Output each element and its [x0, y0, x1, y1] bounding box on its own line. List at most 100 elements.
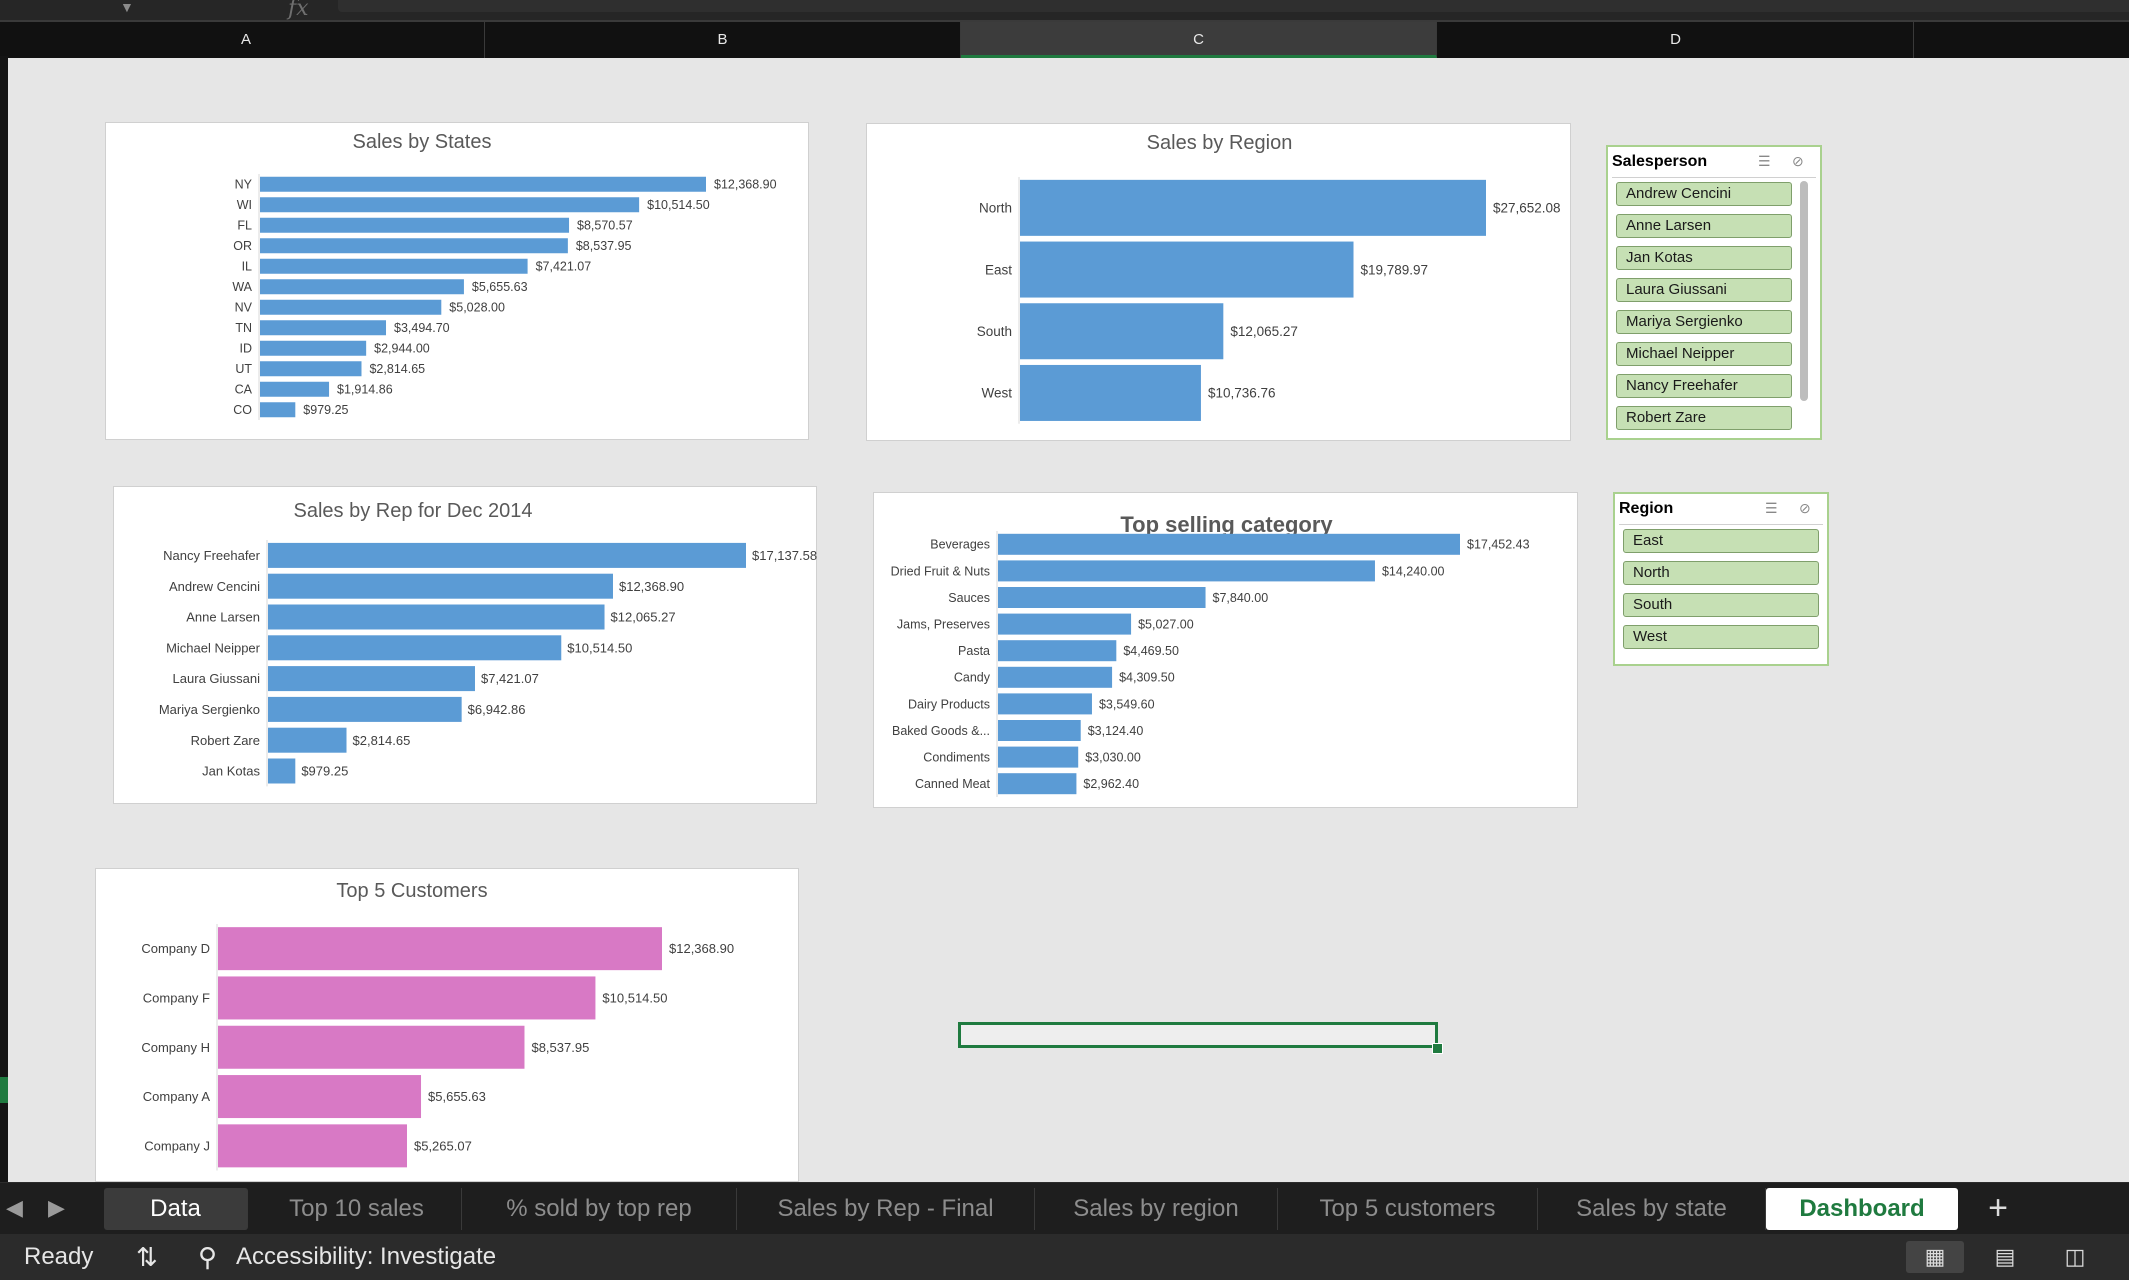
data-label: $3,494.70 [394, 321, 450, 335]
sheet-tab[interactable]: Sales by state [1538, 1188, 1766, 1230]
clear-filter-icon[interactable]: ⊘ [1799, 500, 1811, 516]
category-label: Company J [144, 1138, 210, 1153]
category-label: Laura Giussani [173, 671, 261, 686]
column-header-a[interactable]: A [8, 22, 485, 58]
sheet-tab[interactable]: Top 5 customers [1278, 1188, 1538, 1230]
data-label: $5,655.63 [472, 280, 528, 294]
data-label: $5,655.63 [428, 1089, 486, 1104]
chart-bar [260, 238, 568, 254]
data-label: $979.25 [303, 403, 348, 417]
chart-sales-by-rep[interactable]: Sales by Rep for Dec 2014 Nancy Freehafer… [113, 486, 817, 804]
chart-bar [260, 299, 442, 315]
category-label: Jan Kotas [202, 764, 260, 779]
slicer-item-region[interactable]: South [1623, 593, 1819, 617]
category-label: UT [235, 362, 252, 376]
category-label: Beverages [930, 538, 990, 552]
chart-top-5-customers-svg: Top 5 Customers Company D $12,368.90 Compan… [141, 880, 734, 1171]
data-label: $3,549.60 [1099, 697, 1155, 711]
data-label: $10,514.50 [647, 198, 710, 212]
column-header-b[interactable]: B [485, 22, 961, 58]
chart-top-selling-category[interactable]: Top selling category Beverages $17,452.43 D… [873, 492, 1578, 808]
formula-input[interactable] [338, 0, 2129, 12]
tab-scroll-right-icon[interactable]: ▶ [48, 1195, 65, 1220]
multi-select-icon[interactable]: ☰ [1765, 500, 1778, 516]
fx-icon[interactable]: fx [288, 0, 309, 21]
accessibility-icon[interactable]: ⚲ [198, 1242, 218, 1272]
category-label: NV [235, 301, 253, 315]
fill-handle[interactable] [1432, 1043, 1443, 1054]
chart-bar [260, 258, 528, 274]
chart-bar [260, 279, 464, 295]
category-label: CA [235, 383, 253, 397]
sheet-tab[interactable]: Top 10 sales [252, 1188, 462, 1230]
category-label: Dairy Products [908, 697, 990, 711]
multi-select-icon[interactable]: ☰ [1758, 153, 1771, 169]
chart-sales-by-region[interactable]: Sales by Region North $27,652.08 East $19,78… [866, 123, 1571, 441]
status-ready: Ready [24, 1243, 94, 1270]
data-label: $5,265.07 [414, 1138, 472, 1153]
formula-bar: ▼ fx [0, 0, 2129, 21]
slicer-item-region[interactable]: West [1623, 625, 1819, 649]
data-label: $19,789.97 [1361, 262, 1429, 277]
data-label: $5,028.00 [449, 301, 505, 315]
data-label: $10,514.50 [567, 640, 632, 655]
slicer-scrollbar[interactable] [1800, 181, 1808, 401]
category-label: Baked Goods &... [892, 724, 990, 738]
accessibility-status[interactable]: Accessibility: Investigate [236, 1243, 497, 1270]
slicer-item-salesperson[interactable]: Laura Giussani [1616, 278, 1792, 302]
chart-title: Top selling category [1120, 512, 1333, 537]
category-label: North [979, 201, 1012, 216]
sheet-tab[interactable]: Sales by Rep - Final [737, 1188, 1035, 1230]
column-header-row: A B C D [0, 20, 2129, 58]
column-header-d[interactable]: D [1438, 22, 1914, 58]
slicer-divider [1619, 524, 1823, 525]
sheet-tab[interactable]: Data [104, 1188, 248, 1230]
slicer-item-salesperson[interactable]: Michael Neipper [1616, 342, 1792, 366]
clear-filter-icon[interactable]: ⊘ [1792, 153, 1804, 169]
slicer-item-region[interactable]: East [1623, 529, 1819, 553]
selected-cell[interactable] [958, 1022, 1438, 1048]
chart-sales-by-states[interactable]: Sales by States NY $12,368.90 WI $10,514.50 F… [105, 122, 809, 440]
chart-bar [998, 720, 1081, 741]
slicer-salesperson[interactable]: Salesperson ☰ ⊘ Andrew Cencini Anne Lars… [1606, 145, 1822, 440]
data-label: $5,027.00 [1138, 617, 1194, 631]
chart-bar [218, 976, 596, 1020]
data-label: $8,537.95 [531, 1040, 589, 1055]
slicer-item-salesperson[interactable]: Mariya Sergienko [1616, 310, 1792, 334]
sheet-tab[interactable]: % sold by top rep [462, 1188, 737, 1230]
normal-view-icon[interactable]: ▦ [1906, 1241, 1964, 1273]
data-label: $1,914.86 [337, 383, 393, 397]
category-label: Nancy Freehafer [163, 548, 260, 563]
category-label: Condiments [923, 750, 990, 764]
slicer-item-salesperson[interactable]: Robert Zare [1616, 406, 1792, 430]
tab-scroll-left-icon[interactable]: ◀ [6, 1195, 23, 1220]
namebox-dropdown-icon[interactable]: ▼ [120, 0, 134, 15]
category-label: TN [235, 321, 252, 335]
row-header-strip[interactable] [0, 56, 8, 1182]
page-break-preview-icon[interactable]: ◫ [2064, 1244, 2086, 1269]
sheet-tab[interactable]: Sales by region [1035, 1188, 1278, 1230]
slicer-region[interactable]: Region ☰ ⊘ East North South West [1613, 492, 1829, 666]
slicer-item-region[interactable]: North [1623, 561, 1819, 585]
column-header-c[interactable]: C [961, 22, 1437, 58]
data-label: $7,421.07 [481, 671, 539, 686]
category-label: CO [233, 403, 252, 417]
data-label: $10,736.76 [1208, 386, 1276, 401]
category-label: Company F [143, 991, 210, 1006]
slicer-item-salesperson[interactable]: Nancy Freehafer [1616, 374, 1792, 398]
data-label: $3,124.40 [1088, 724, 1144, 738]
sheet-tab-active[interactable]: Dashboard [1766, 1188, 1958, 1230]
page-layout-view-icon[interactable]: ▤ [1994, 1244, 2016, 1269]
slicer-divider [1612, 177, 1816, 178]
chart-top-5-customers[interactable]: Top 5 Customers Company D $12,368.90 Compan… [95, 868, 799, 1182]
slicer-item-salesperson[interactable]: Andrew Cencini [1616, 182, 1792, 206]
slicer-item-salesperson[interactable]: Anne Larsen [1616, 214, 1792, 238]
data-label: $7,840.00 [1213, 591, 1269, 605]
slicer-item-salesperson[interactable]: Jan Kotas [1616, 246, 1792, 270]
add-sheet-icon[interactable]: + [1988, 1189, 2008, 1227]
chart-bar [998, 693, 1092, 715]
chart-bar [268, 635, 562, 661]
category-label: Sauces [948, 591, 990, 605]
category-label: Dried Fruit & Nuts [891, 564, 990, 578]
macro-recording-icon[interactable]: ⇅ [136, 1242, 158, 1272]
